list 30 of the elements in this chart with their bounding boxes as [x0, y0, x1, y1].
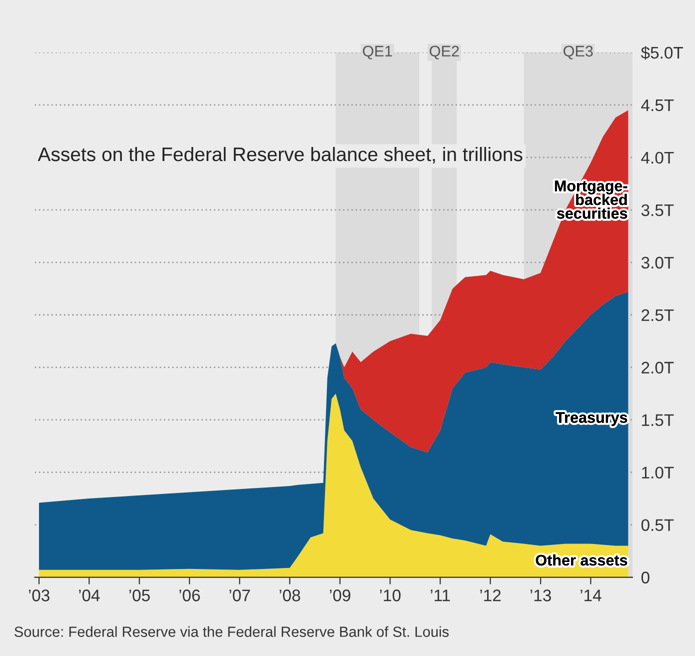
x-tick-label: ’05: [129, 590, 150, 602]
x-tick-label: ’14: [580, 590, 602, 602]
band-label: QE3: [564, 46, 593, 60]
y-tick-label: 3.0T: [641, 256, 674, 269]
series-label: Treasurys: [556, 412, 628, 426]
x-tick-label: ’11: [430, 590, 450, 602]
y-tick-label: 2.0T: [642, 362, 674, 374]
y-tick-label: 2.5T: [642, 309, 674, 322]
x-tick-label: ’09: [330, 590, 350, 602]
x-tick-label: ’12: [480, 590, 501, 602]
x-tick-label: ’13: [530, 590, 551, 602]
y-tick-label: 4.5T: [641, 100, 674, 112]
x-tick-label: ’04: [79, 590, 100, 602]
y-tick-label: 0: [641, 572, 650, 584]
text: Assets on the Federal Reserve balance sheet, in trillions: [38, 146, 522, 164]
y-tick-label: 0.5T: [641, 519, 674, 532]
y-tick-label: 4.0T: [641, 152, 674, 164]
y-tick-label: $5.0T: [640, 46, 684, 60]
x-tick-label: ’03: [28, 590, 50, 602]
x-tick-label: ’06: [179, 590, 200, 602]
x-tick-label: ’08: [280, 590, 300, 602]
y-tick-label: 1.5T: [642, 414, 674, 426]
y-tick-label: 1.0T: [642, 466, 674, 479]
band-label: QE1: [362, 46, 392, 60]
series-label: Other assets: [536, 554, 628, 566]
x-tick-label: ’10: [380, 590, 401, 602]
y-tick-label: 3.5T: [641, 204, 674, 216]
source-note: Source: Federal Reserve via the Federal Reserve Bank of St. Louis: [14, 626, 449, 637]
band-label: QE2: [430, 46, 459, 60]
x-tick-label: ’07: [230, 590, 250, 602]
